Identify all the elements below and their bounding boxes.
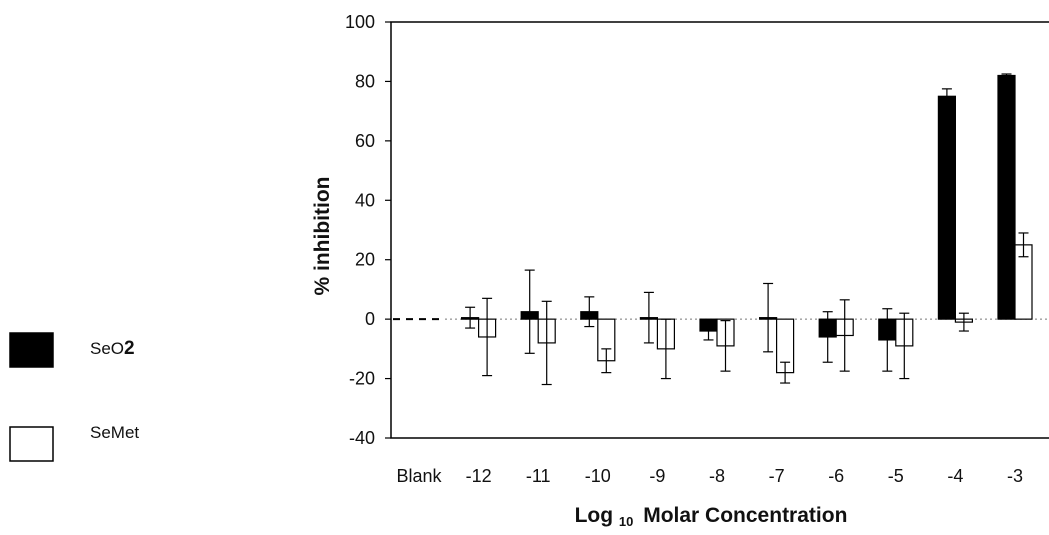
bar-seo2 [997,74,1016,320]
y-tick-label: 20 [355,250,375,270]
legend-label-seo2: SeO2 [90,338,135,359]
y-tick-label: 60 [355,131,375,151]
x-axis-title-main: Log [575,504,613,527]
x-axis-title: Log 10 Molar Concentration [575,504,848,531]
y-tick-label: 80 [355,71,375,91]
x-tick-label: -5 [888,466,904,486]
bar-seo2 [937,95,957,320]
x-tick-label: -10 [585,466,611,486]
legend-swatch-seo2 [9,332,54,368]
x-tick-label: -3 [1007,466,1023,486]
x-tick-label: -11 [526,466,551,486]
y-tick-label: 40 [355,190,375,210]
y-axis-ticks: 100 80 60 40 20 0 -20 -40 [345,12,391,448]
legend-swatch-semet [9,426,54,462]
legend-item-semet: SeMet [9,423,139,462]
plot-area [390,21,1049,439]
x-tick-label: -9 [649,466,665,486]
x-tick-label: Blank [396,466,442,486]
legend: SeO2 SeMet [9,332,139,462]
x-tick-label: -6 [828,466,844,486]
legend-item-seo2: SeO2 [9,332,135,368]
legend-label-semet: SeMet [90,423,139,442]
y-axis-title: % inhibition [311,177,334,296]
y-tick-label: -20 [349,369,375,389]
x-axis-title-subscript: 10 [619,514,633,529]
y-tick-label: 100 [345,12,375,32]
x-tick-label: -7 [769,466,785,486]
y-tick-label: 0 [365,309,375,329]
y-tick-label: -40 [349,428,375,448]
bar-series-group [461,73,1033,386]
x-tick-label: -4 [947,466,963,486]
x-axis-title-rest: Molar Concentration [643,504,847,527]
plot-frame [390,21,1049,439]
x-tick-label: -8 [709,466,725,486]
x-tick-label: -12 [466,466,492,486]
x-axis-ticks: Blank -12 -11 -10 -9 -8 -7 -6 -5 -4 -3 [396,466,1023,486]
